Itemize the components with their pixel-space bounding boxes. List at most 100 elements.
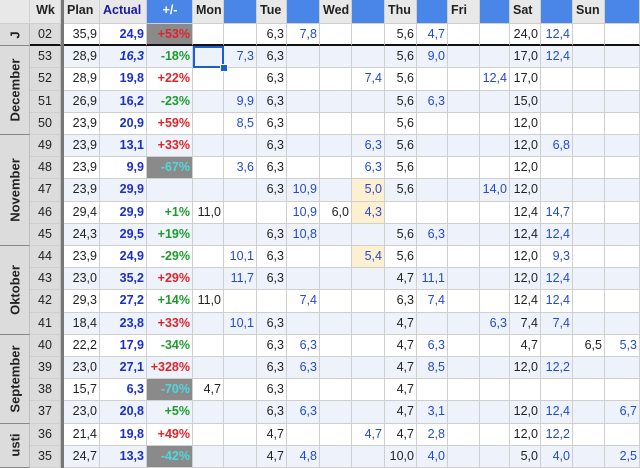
- plan-cell[interactable]: 23,9: [64, 246, 100, 269]
- plan-cell[interactable]: 28,9: [64, 46, 100, 69]
- day-cell-mon-extra[interactable]: [224, 179, 257, 202]
- day-cell-fri[interactable]: [448, 46, 480, 69]
- day-cell-sat[interactable]: 12,4: [510, 201, 541, 224]
- actual-cell[interactable]: 24,9: [100, 24, 147, 47]
- day-cell-thu-extra[interactable]: [417, 157, 448, 180]
- day-cell-sun-extra[interactable]: [605, 357, 640, 380]
- day-cell-tue[interactable]: 6,3: [257, 401, 287, 424]
- week-number[interactable]: 42: [30, 290, 61, 313]
- plan-cell[interactable]: 22,2: [64, 334, 100, 357]
- day-cell-thu[interactable]: 5,6: [385, 24, 417, 47]
- day-cell-wed-extra[interactable]: 7,4: [352, 68, 385, 91]
- actual-cell[interactable]: 20,8: [100, 401, 147, 424]
- day-cell-wed[interactable]: [320, 379, 352, 402]
- day-cell-sat[interactable]: 7,4: [510, 312, 541, 335]
- plan-cell[interactable]: 23,0: [64, 357, 100, 380]
- day-cell-sat[interactable]: 12,0: [510, 246, 541, 269]
- actual-cell[interactable]: 9,9: [100, 157, 147, 180]
- day-cell-wed[interactable]: [320, 423, 352, 446]
- day-cell-mon-extra[interactable]: 10,1: [224, 312, 257, 335]
- day-cell-wed-extra[interactable]: [352, 334, 385, 357]
- diff-cell[interactable]: +29%: [147, 268, 193, 291]
- day-cell-wed-extra[interactable]: [352, 401, 385, 424]
- day-cell-tue-extra[interactable]: [287, 135, 320, 158]
- header-actual[interactable]: Actual: [100, 0, 147, 24]
- day-cell-sat-extra[interactable]: 12,4: [541, 268, 573, 291]
- diff-cell[interactable]: +14%: [147, 290, 193, 313]
- day-cell-sun[interactable]: [573, 290, 605, 313]
- day-cell-mon[interactable]: [193, 246, 224, 269]
- day-cell-fri-extra[interactable]: 12,4: [480, 68, 510, 91]
- day-cell-mon[interactable]: [193, 179, 224, 202]
- selected-cell[interactable]: [193, 46, 224, 69]
- day-cell-fri-extra[interactable]: [480, 24, 510, 47]
- actual-cell[interactable]: 19,8: [100, 68, 147, 91]
- day-cell-sat[interactable]: 12,0: [510, 112, 541, 135]
- day-cell-fri[interactable]: [448, 223, 480, 246]
- day-cell-sat-extra[interactable]: 9,3: [541, 246, 573, 269]
- day-cell-fri-extra[interactable]: [480, 112, 510, 135]
- day-cell-sat[interactable]: 12,0: [510, 157, 541, 180]
- plan-cell[interactable]: 23,0: [64, 401, 100, 424]
- day-cell-sun[interactable]: [573, 112, 605, 135]
- header-day-extra-sat[interactable]: [541, 0, 573, 24]
- day-cell-sun[interactable]: [573, 357, 605, 380]
- day-cell-sun-extra[interactable]: [605, 68, 640, 91]
- day-cell-sat-extra[interactable]: [541, 157, 573, 180]
- day-cell-thu-extra[interactable]: 3,1: [417, 401, 448, 424]
- day-cell-mon-extra[interactable]: [224, 290, 257, 313]
- day-cell-sun-extra[interactable]: [605, 179, 640, 202]
- day-cell-thu-extra[interactable]: 9,0: [417, 46, 448, 69]
- day-cell-sun[interactable]: [573, 46, 605, 69]
- day-cell-sun-extra[interactable]: 2,5: [605, 445, 640, 468]
- day-cell-sun[interactable]: [573, 401, 605, 424]
- plan-cell[interactable]: 26,9: [64, 90, 100, 113]
- day-cell-tue[interactable]: 6,3: [257, 357, 287, 380]
- day-cell-fri-extra[interactable]: [480, 201, 510, 224]
- day-cell-thu[interactable]: 5,6: [385, 246, 417, 269]
- day-cell-wed[interactable]: [320, 179, 352, 202]
- diff-cell[interactable]: +19%: [147, 223, 193, 246]
- day-cell-thu-extra[interactable]: 6,3: [417, 90, 448, 113]
- day-cell-thu-extra[interactable]: [417, 379, 448, 402]
- day-cell-fri-extra[interactable]: [480, 334, 510, 357]
- day-cell-thu[interactable]: 4,7: [385, 379, 417, 402]
- day-cell-tue[interactable]: 6,3: [257, 157, 287, 180]
- day-cell-wed[interactable]: [320, 90, 352, 113]
- header-day-sun[interactable]: Sun: [573, 0, 605, 24]
- day-cell-sun-extra[interactable]: [605, 112, 640, 135]
- day-cell-sat-extra[interactable]: 12,4: [541, 46, 573, 69]
- plan-cell[interactable]: 15,7: [64, 379, 100, 402]
- day-cell-wed[interactable]: [320, 68, 352, 91]
- day-cell-wed-extra[interactable]: [352, 90, 385, 113]
- day-cell-thu[interactable]: 5,6: [385, 68, 417, 91]
- week-number[interactable]: 53: [30, 46, 61, 69]
- day-cell-thu[interactable]: 6,3: [385, 290, 417, 313]
- day-cell-tue-extra[interactable]: 4,8: [287, 445, 320, 468]
- day-cell-mon[interactable]: [193, 445, 224, 468]
- day-cell-wed[interactable]: [320, 246, 352, 269]
- day-cell-wed-extra[interactable]: [352, 357, 385, 380]
- day-cell-mon[interactable]: [193, 357, 224, 380]
- day-cell-wed-extra[interactable]: [352, 312, 385, 335]
- day-cell-thu-extra[interactable]: [417, 201, 448, 224]
- day-cell-sat-extra[interactable]: 12,2: [541, 423, 573, 446]
- diff-cell[interactable]: -18%: [147, 46, 193, 69]
- header-wk[interactable]: Wk: [30, 0, 61, 24]
- day-cell-sat-extra[interactable]: [541, 179, 573, 202]
- day-cell-tue-extra[interactable]: 10,9: [287, 201, 320, 224]
- day-cell-mon-extra[interactable]: [224, 423, 257, 446]
- day-cell-wed[interactable]: [320, 312, 352, 335]
- day-cell-tue-extra[interactable]: [287, 112, 320, 135]
- day-cell-fri[interactable]: [448, 179, 480, 202]
- day-cell-mon[interactable]: 4,7: [193, 379, 224, 402]
- day-cell-fri[interactable]: [448, 112, 480, 135]
- day-cell-fri[interactable]: [448, 357, 480, 380]
- day-cell-wed[interactable]: [320, 401, 352, 424]
- day-cell-thu-extra[interactable]: 2,8: [417, 423, 448, 446]
- plan-cell[interactable]: 24,7: [64, 445, 100, 468]
- day-cell-tue-extra[interactable]: 6,3: [287, 357, 320, 380]
- day-cell-mon-extra[interactable]: [224, 379, 257, 402]
- day-cell-mon[interactable]: [193, 112, 224, 135]
